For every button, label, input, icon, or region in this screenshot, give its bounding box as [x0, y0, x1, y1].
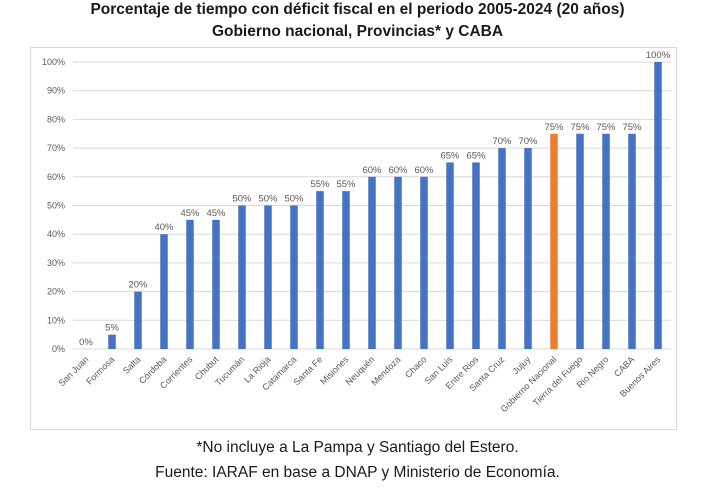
- x-tick-label: CABA: [612, 354, 636, 378]
- bar-caba: [628, 133, 636, 349]
- bar-tierra-del-fuego: [576, 133, 584, 349]
- y-tick-label: 40%: [47, 229, 65, 239]
- data-label: 60%: [414, 165, 434, 176]
- y-tick-label: 60%: [47, 172, 65, 182]
- y-tick-label: 90%: [47, 86, 65, 96]
- bar-san-luis: [446, 162, 454, 349]
- y-tick-label: 80%: [47, 114, 65, 124]
- data-label: 50%: [284, 194, 304, 205]
- footnote-source: Fuente: IARAF en base a DNAP y Ministeri…: [155, 464, 560, 481]
- data-label: 0%: [79, 337, 93, 348]
- y-tick-label: 10%: [47, 315, 65, 325]
- x-tick-label: San Juan: [56, 354, 90, 388]
- data-label: 75%: [570, 122, 590, 133]
- x-tick-label: Formosa: [84, 354, 116, 386]
- bar-chubut: [212, 219, 220, 349]
- data-label: 50%: [258, 194, 278, 205]
- bar-corrientes: [186, 219, 194, 349]
- data-label: 55%: [336, 179, 356, 190]
- data-label: 45%: [180, 208, 200, 219]
- chart-frame: [30, 47, 677, 430]
- data-label: 20%: [128, 280, 148, 291]
- bar-córdoba: [160, 234, 168, 349]
- data-label: 65%: [466, 150, 486, 161]
- bar-buenos-aires: [654, 62, 662, 349]
- data-label: 45%: [206, 208, 226, 219]
- bar-catamarca: [290, 205, 298, 349]
- data-label: 60%: [362, 165, 382, 176]
- data-label: 40%: [154, 222, 174, 233]
- x-tick-label: Santa Fe: [292, 354, 325, 387]
- data-label: 70%: [518, 136, 538, 147]
- bar-formosa: [108, 334, 116, 349]
- data-label: 75%: [544, 122, 564, 133]
- y-tick-label: 50%: [47, 201, 65, 211]
- chart-subtitle: Gobierno nacional, Provincias* y CABA: [211, 23, 504, 40]
- bar-santa-fe: [316, 191, 324, 349]
- bar-rio-negro: [602, 133, 610, 349]
- bar-jujuy: [524, 148, 532, 349]
- bar-chart: 0%10%20%30%40%50%60%70%80%90%100%0%San J…: [42, 50, 671, 414]
- data-label: 5%: [105, 323, 119, 334]
- y-tick-label: 20%: [47, 287, 65, 297]
- data-label: 50%: [232, 194, 252, 205]
- bar-misiones: [342, 191, 350, 349]
- chart-title: Porcentaje de tiempo con déficit fiscal …: [90, 1, 625, 18]
- bar-mendoza: [394, 176, 402, 349]
- bar-neuquén: [368, 176, 376, 349]
- footnote-note: *No incluye a La Pampa y Santiago del Es…: [196, 439, 519, 456]
- data-label: 65%: [440, 150, 460, 161]
- y-tick-label: 70%: [47, 143, 65, 153]
- y-tick-label: 30%: [47, 258, 65, 268]
- data-label: 55%: [310, 179, 330, 190]
- bar-chaco: [420, 176, 428, 349]
- data-label: 75%: [622, 122, 642, 133]
- bar-gobierno-nacional: [550, 133, 558, 349]
- bar-santa-cruz: [498, 148, 506, 349]
- bar-entre-rios: [472, 162, 480, 349]
- data-label: 75%: [596, 122, 616, 133]
- y-tick-label: 100%: [42, 57, 65, 67]
- bar-tucumán: [238, 205, 246, 349]
- x-tick-label: Jujuy: [510, 354, 532, 376]
- y-tick-label: 0%: [52, 344, 65, 354]
- data-label: 70%: [492, 136, 512, 147]
- data-label: 100%: [646, 50, 671, 61]
- bar-salta: [134, 291, 142, 349]
- x-tick-label: Salta: [121, 354, 143, 376]
- data-label: 60%: [388, 165, 408, 176]
- bar-la-rioja: [264, 205, 272, 349]
